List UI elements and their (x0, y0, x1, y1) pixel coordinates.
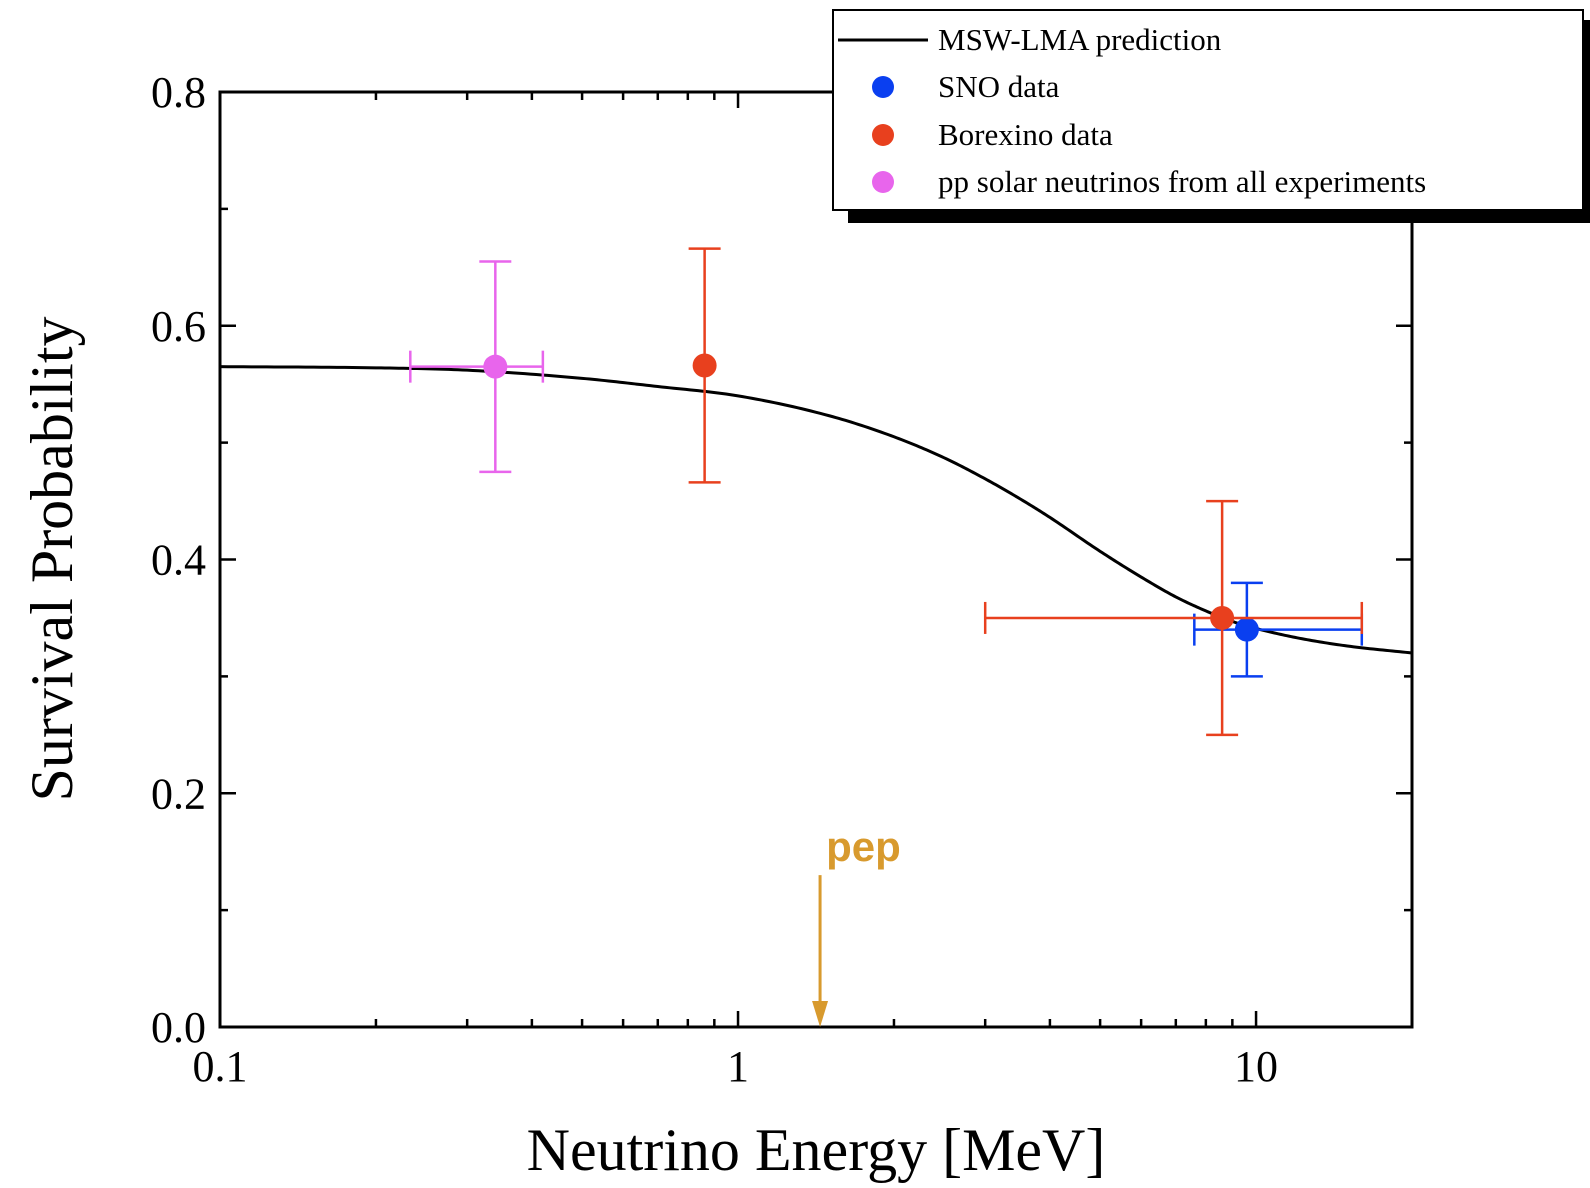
data-point (983, 499, 1364, 737)
pep-label: pep (826, 823, 901, 870)
data-point (409, 260, 545, 474)
tick-labels: 0.1 1 10 0.0 0.2 0.4 0.6 0.8 (151, 68, 1278, 1091)
legend-label-pp: pp solar neutrinos from all experiments (938, 164, 1426, 199)
x-tick-label: 1 (727, 1042, 749, 1091)
legend-swatch-sno (872, 76, 894, 98)
legend-swatch-pp (872, 171, 894, 193)
y-tick-label: 0.6 (151, 302, 206, 351)
y-tick-label: 0.0 (151, 1003, 206, 1052)
pep-annotation: pep (812, 823, 901, 1027)
y-tick-label: 0.8 (151, 68, 206, 117)
legend: MSW-LMA prediction SNO data Borexino dat… (832, 9, 1590, 223)
legend-swatch-borexino (872, 124, 894, 146)
y-tick-label: 0.2 (151, 769, 206, 818)
data-marker (1234, 617, 1259, 642)
axis-ticks (218, 90, 1414, 1029)
y-tick-label: 0.4 (151, 536, 206, 585)
data-marker (692, 353, 717, 378)
legend-label-sno: SNO data (938, 69, 1060, 104)
y-axis-title: Survival Probability (19, 317, 85, 802)
data-marker (483, 354, 508, 379)
data-marker (1210, 605, 1235, 630)
data-point (688, 247, 721, 484)
legend-label-borexino: Borexino data (938, 117, 1113, 152)
plot-frame (218, 90, 1414, 1029)
data-points (409, 247, 1364, 737)
legend-box (832, 9, 1584, 211)
legend-label-msw-lma: MSW-LMA prediction (938, 22, 1222, 57)
x-axis-title: Neutrino Energy [MeV] (527, 1117, 1106, 1183)
pep-arrow-head (812, 1001, 829, 1027)
x-tick-label: 0.1 (193, 1042, 248, 1091)
msw-lma-prediction-curve (220, 365, 1412, 655)
x-tick-label: 10 (1234, 1042, 1278, 1091)
